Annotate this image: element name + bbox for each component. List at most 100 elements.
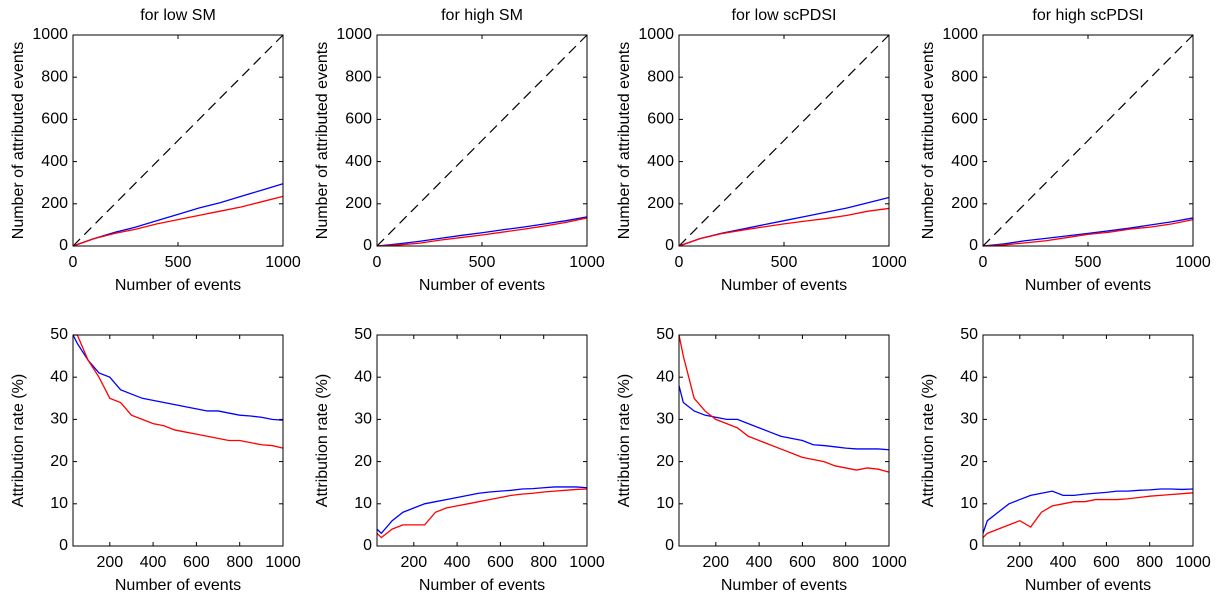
y-tick-label: 50 xyxy=(354,326,372,343)
data-line xyxy=(678,34,890,247)
y-tick-label: 600 xyxy=(647,111,674,128)
data-line xyxy=(982,34,1194,247)
data-line xyxy=(982,218,1194,247)
x-tick-label: 400 xyxy=(1050,554,1077,571)
y-tick-label: 600 xyxy=(345,111,372,128)
x-axis-label: Number of events xyxy=(115,577,241,594)
x-tick-label: 600 xyxy=(1093,554,1120,571)
y-axis-label: Attribution rate (%) xyxy=(616,374,633,507)
y-tick-label: 400 xyxy=(647,153,674,170)
axes-box xyxy=(72,334,284,547)
y-tick-label: 10 xyxy=(50,495,68,512)
x-axis-label: Number of events xyxy=(721,277,847,294)
x-tick-label: 1000 xyxy=(265,554,301,571)
y-tick-label: 200 xyxy=(951,195,978,212)
y-tick-label: 0 xyxy=(665,237,674,254)
y-tick-label: 800 xyxy=(647,68,674,85)
x-tick-label: 0 xyxy=(675,254,684,271)
x-axis-label: Number of events xyxy=(1025,277,1151,294)
y-tick-label: 50 xyxy=(960,326,978,343)
x-tick-label: 1000 xyxy=(1175,554,1211,571)
axes-box xyxy=(72,34,284,247)
y-tick-label: 800 xyxy=(951,68,978,85)
y-axis-label: Number of attributed events xyxy=(616,42,633,239)
data-line xyxy=(376,217,588,247)
data-line xyxy=(678,334,890,473)
y-tick-label: 40 xyxy=(50,368,68,385)
x-tick-label: 800 xyxy=(832,554,859,571)
y-tick-label: 200 xyxy=(41,195,68,212)
y-axis-label: Number of attributed events xyxy=(920,42,937,239)
axes-box xyxy=(678,334,890,547)
y-tick-label: 40 xyxy=(656,368,674,385)
y-tick-label: 1000 xyxy=(638,26,674,43)
x-tick-label: 1000 xyxy=(871,554,907,571)
y-tick-label: 1000 xyxy=(32,26,68,43)
data-line xyxy=(678,385,890,451)
x-tick-label: 400 xyxy=(746,554,773,571)
axes-box xyxy=(678,34,890,247)
data-line xyxy=(73,334,284,449)
x-tick-label: 0 xyxy=(69,254,78,271)
y-tick-label: 10 xyxy=(960,495,978,512)
axes-box xyxy=(982,334,1194,547)
x-axis-label: Number of events xyxy=(115,277,241,294)
data-line xyxy=(72,34,284,247)
x-tick-label: 200 xyxy=(96,554,123,571)
y-tick-label: 200 xyxy=(345,195,372,212)
plot-area xyxy=(377,335,587,546)
x-tick-label: 600 xyxy=(487,554,514,571)
y-tick-label: 800 xyxy=(41,68,68,85)
data-line xyxy=(982,492,1194,539)
y-tick-label: 0 xyxy=(59,537,68,554)
y-tick-label: 40 xyxy=(960,368,978,385)
data-line xyxy=(982,217,1194,247)
plot-area xyxy=(73,335,283,546)
x-tick-label: 500 xyxy=(771,254,798,271)
y-tick-label: 600 xyxy=(41,111,68,128)
x-tick-label: 400 xyxy=(444,554,471,571)
data-line xyxy=(376,486,588,535)
y-tick-label: 1000 xyxy=(336,26,372,43)
y-tick-label: 1000 xyxy=(942,26,978,43)
y-tick-label: 30 xyxy=(960,411,978,428)
y-tick-label: 0 xyxy=(363,537,372,554)
x-tick-label: 0 xyxy=(373,254,382,271)
panel-title: for low SM xyxy=(140,7,216,24)
data-line xyxy=(72,195,284,247)
data-line xyxy=(376,488,588,539)
x-tick-label: 1000 xyxy=(871,254,907,271)
y-tick-label: 200 xyxy=(647,195,674,212)
y-axis-label: Attribution rate (%) xyxy=(314,374,331,507)
y-tick-label: 10 xyxy=(354,495,372,512)
data-line xyxy=(376,34,588,247)
x-tick-label: 500 xyxy=(165,254,192,271)
panel-title: for high SM xyxy=(441,7,523,24)
x-tick-label: 600 xyxy=(183,554,210,571)
data-line xyxy=(376,216,588,247)
x-tick-label: 200 xyxy=(400,554,427,571)
y-tick-label: 400 xyxy=(41,153,68,170)
x-tick-label: 1000 xyxy=(265,254,301,271)
y-tick-label: 0 xyxy=(969,237,978,254)
y-axis-label: Number of attributed events xyxy=(10,42,27,239)
x-tick-label: 600 xyxy=(789,554,816,571)
x-tick-label: 1000 xyxy=(1175,254,1211,271)
x-tick-label: 0 xyxy=(979,254,988,271)
x-axis-label: Number of events xyxy=(1025,577,1151,594)
y-tick-label: 30 xyxy=(50,411,68,428)
y-tick-label: 20 xyxy=(354,453,372,470)
y-tick-label: 0 xyxy=(665,537,674,554)
panel-title: for high scPDSI xyxy=(1032,7,1143,24)
plot-area xyxy=(679,335,889,546)
y-tick-label: 0 xyxy=(59,237,68,254)
plot-area xyxy=(983,335,1193,546)
y-tick-label: 50 xyxy=(656,326,674,343)
x-tick-label: 800 xyxy=(530,554,557,571)
y-tick-label: 800 xyxy=(345,68,372,85)
x-axis-label: Number of events xyxy=(419,277,545,294)
data-line xyxy=(982,488,1194,534)
y-axis-label: Number of attributed events xyxy=(314,42,331,239)
